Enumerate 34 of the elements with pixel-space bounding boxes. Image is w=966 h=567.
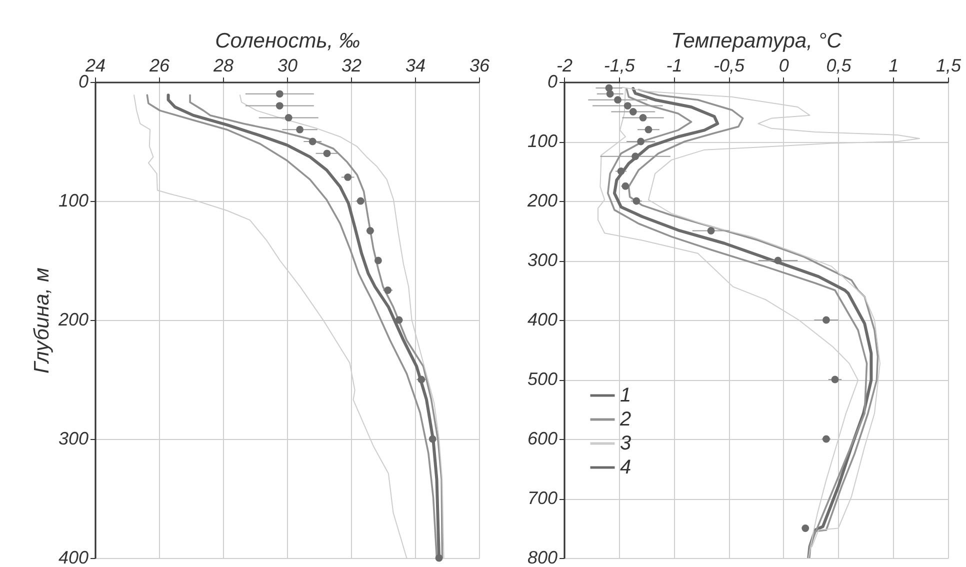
y-tick-label: 300 <box>58 428 88 448</box>
y-tick-label: 400 <box>58 548 88 567</box>
x-tick-label: 30 <box>277 56 298 76</box>
x-tick-label: 0 <box>778 56 789 76</box>
x-tick-label: 0,5 <box>826 56 852 76</box>
legend-label: 1 <box>620 384 632 406</box>
legend-label: 2 <box>619 408 632 430</box>
y-tick-label: 300 <box>527 250 558 270</box>
x-tick-label: 1,5 <box>936 56 962 76</box>
x-tick-label: -0,5 <box>714 56 746 76</box>
legend-label: 4 <box>620 456 632 478</box>
x-tick-label: 36 <box>469 56 490 76</box>
y-tick-label: 800 <box>527 548 558 567</box>
y-tick-label: 200 <box>526 190 558 210</box>
x-axis-title: Соленость, ‰ <box>215 30 360 52</box>
y-axis-title: Глубина, м <box>30 268 54 374</box>
y-tick-label: 500 <box>527 369 558 389</box>
y-tick-label: 700 <box>527 488 558 508</box>
x-tick-label: -1 <box>666 56 682 76</box>
legend-label: 3 <box>620 432 632 454</box>
y-tick-label: 600 <box>527 428 558 448</box>
y-tick-label: 200 <box>57 310 88 330</box>
x-tick-label: 32 <box>341 56 362 76</box>
y-tick-label: 400 <box>527 310 558 330</box>
y-tick-label: 100 <box>58 190 88 210</box>
x-tick-label: -1,5 <box>604 56 636 76</box>
x-tick-label: 28 <box>212 56 234 76</box>
x-tick-label: -2 <box>556 56 573 76</box>
y-tick-label: 0 <box>547 72 558 92</box>
x-axis-title: Температура, °C <box>671 30 843 52</box>
y-tick-label: 100 <box>527 131 558 151</box>
x-tick-label: 26 <box>148 56 170 76</box>
x-tick-label: 34 <box>405 56 426 76</box>
x-tick-label: 1 <box>888 56 899 76</box>
